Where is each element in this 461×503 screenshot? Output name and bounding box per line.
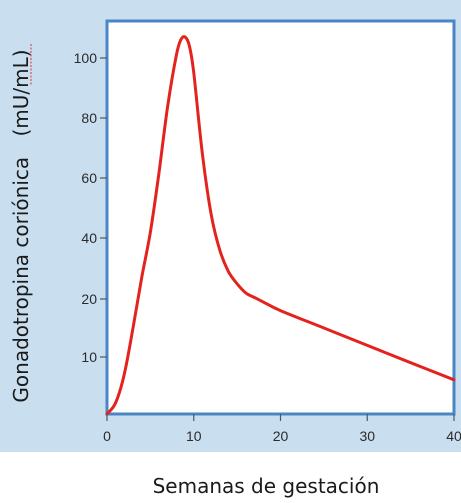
y-tick-label: 60 xyxy=(81,170,97,186)
y-tick-label: 80 xyxy=(81,110,97,126)
y-axis-unit: (mU/mL) xyxy=(9,49,33,136)
y-tick-label: 100 xyxy=(74,50,98,66)
x-axis-title: Semanas de gestación xyxy=(153,474,380,498)
series-line xyxy=(105,35,456,416)
y-axis-title-text: Gonadotropina coriónica xyxy=(9,157,33,403)
y-tick-label: 10 xyxy=(81,349,97,365)
x-tick-label: 20 xyxy=(273,428,289,444)
x-axis-ticks: 0 10 20 30 40 xyxy=(103,414,461,444)
plot-area-background xyxy=(107,21,454,414)
x-tick-label: 0 xyxy=(103,428,111,444)
x-tick-label: 10 xyxy=(186,428,202,444)
y-tick-label: 20 xyxy=(81,291,97,307)
y-tick-label: 40 xyxy=(81,230,97,246)
y-axis-ticks: 10 20 40 60 80 100 xyxy=(74,50,107,365)
x-tick-label: 30 xyxy=(359,428,375,444)
x-tick-label: 40 xyxy=(446,428,461,444)
y-axis-title: Gonadotropina coriónica (mU/mL) xyxy=(9,49,33,402)
